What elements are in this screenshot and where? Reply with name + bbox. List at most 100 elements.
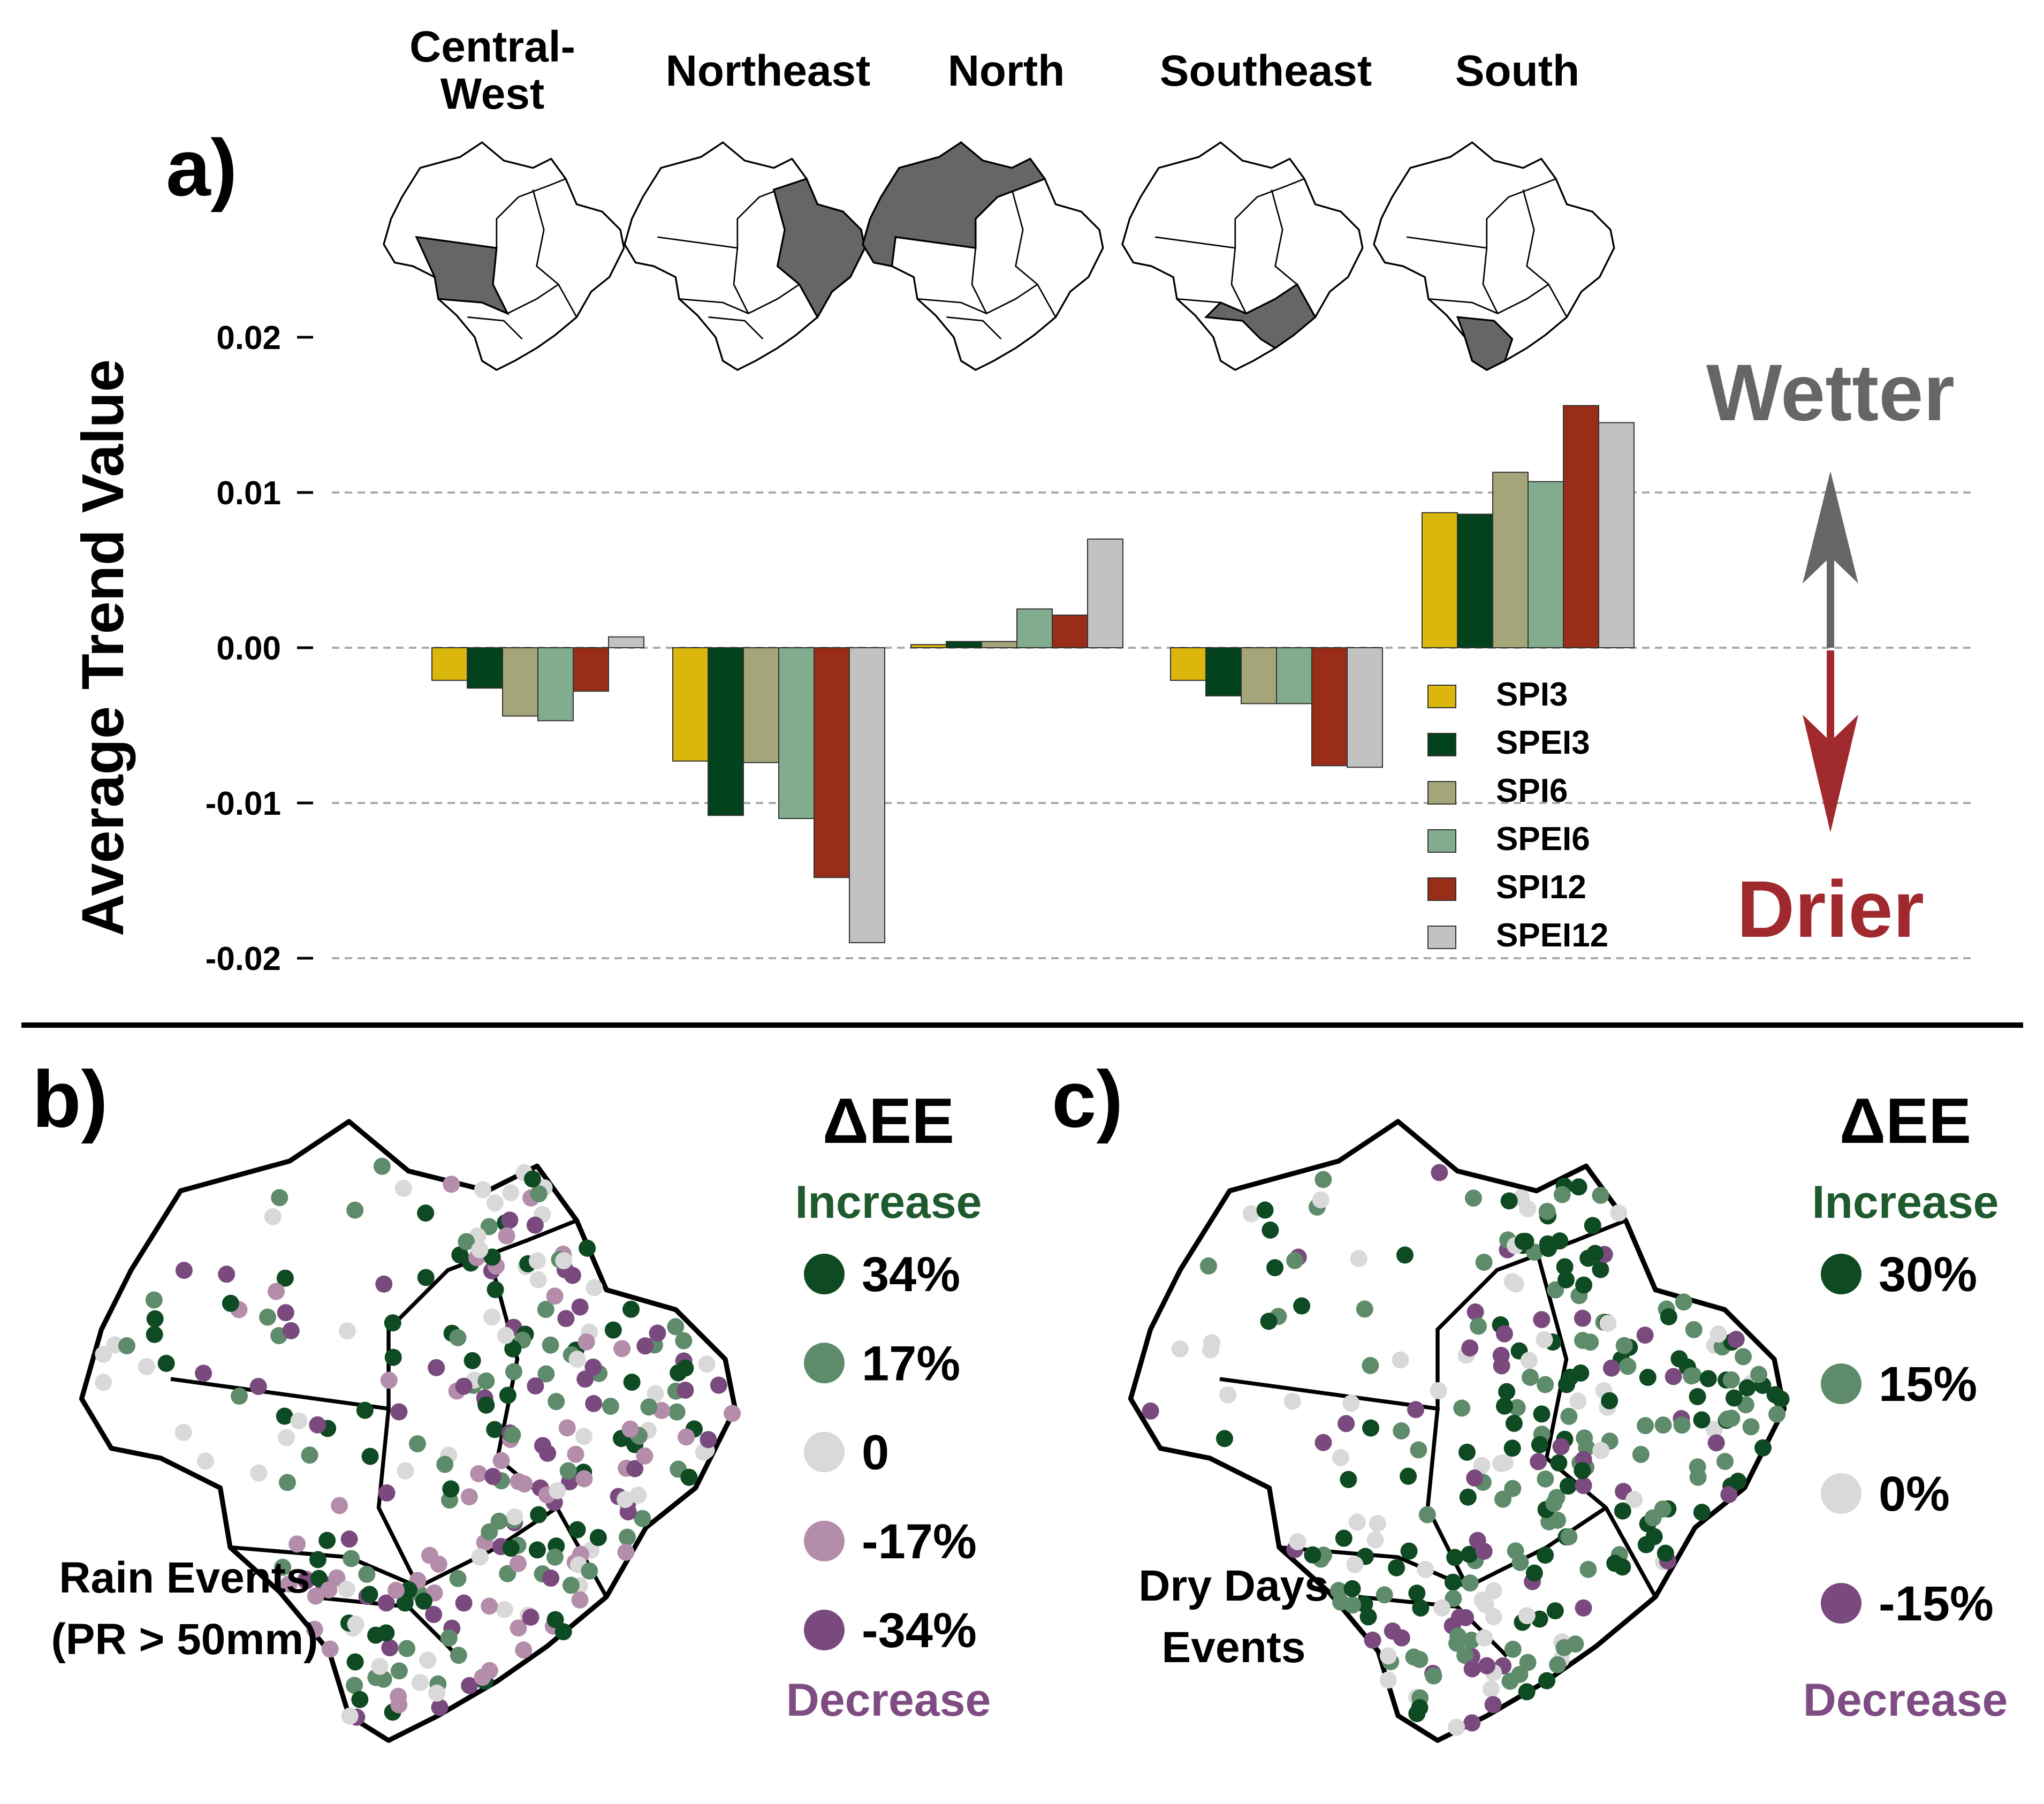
station-dot [501,1211,519,1229]
station-dot [1485,1608,1502,1626]
legend-decrease: Decrease [1803,1674,2008,1726]
station-dot [1256,1201,1274,1219]
station-dot [417,1269,435,1286]
station-dot [347,1616,364,1633]
station-dot [1520,1352,1538,1369]
station-dot [1369,1514,1386,1532]
station-dot [1293,1297,1311,1315]
station-dot [1335,1529,1352,1547]
station-dot [321,1640,339,1658]
station-dot [1766,1386,1784,1404]
station-dot [1538,1672,1556,1689]
station-dot [1458,1443,1476,1461]
station-dot [523,1170,541,1188]
station-dot [175,1262,193,1279]
station-dot [1445,1590,1462,1608]
y-axis: 0.02 0.01 0.00 -0.01 -0.02 [206,320,313,977]
station-dot [1500,1192,1518,1210]
station-dot [280,1575,298,1593]
panel-label-b: b) [32,1054,108,1144]
station-dot [1492,1347,1510,1365]
station-dot [1495,1325,1513,1343]
station-dot [640,1398,658,1416]
station-dot [504,1426,521,1444]
station-dot [530,1506,548,1523]
station-dot [463,1352,481,1369]
station-dot [559,1462,577,1480]
station-dot [1356,1300,1373,1318]
station-dot [510,1473,527,1490]
station-dot [575,1470,593,1488]
station-dot [331,1497,348,1514]
station-dot [1456,1647,1474,1664]
station-dot [1242,1205,1260,1223]
y-tick-label: 0.01 [216,475,281,512]
station-dot [340,1530,358,1548]
station-dot [490,1512,508,1530]
bar-spei3-south [1457,513,1493,648]
legend-dot [1821,1363,1861,1404]
station-dot [1537,1470,1554,1488]
station-dot [1559,1477,1577,1495]
station-dot [390,1403,408,1421]
station-dot [1683,1367,1700,1385]
station-dot [575,1428,593,1445]
station-dot [371,1657,389,1675]
station-dot [1614,1502,1631,1520]
station-dot [343,1550,360,1567]
station-dot [282,1322,300,1339]
station-dot [1536,1331,1553,1348]
station-dot [1639,1369,1657,1386]
station-dot [1342,1394,1360,1412]
station-dot [346,1653,364,1671]
station-dot [442,1480,460,1498]
station-dot [677,1359,694,1377]
station-dot [1553,1186,1571,1203]
region-title: West [440,70,544,118]
panel-label-a: a) [166,123,237,213]
legend-swatch-spi12 [1427,877,1456,901]
station-dot [301,1446,318,1464]
station-dot [515,1641,533,1659]
station-dot [562,1576,580,1594]
legend-value: 34% [862,1247,960,1302]
station-dot [346,1201,364,1219]
station-dot [1574,1309,1591,1327]
station-dot [431,1699,449,1716]
legend-dot [804,1520,845,1562]
direction-indicator: Wetter Drier [1706,347,1955,954]
station-dot [542,1570,560,1587]
station-dot [477,1372,495,1390]
station-dot [1492,1454,1509,1472]
station-dot [477,1396,495,1414]
station-dot [1461,1574,1479,1592]
station-dot [1575,1477,1592,1495]
station-dot [396,1594,414,1612]
station-dot [443,1176,460,1193]
station-dot [528,1252,546,1270]
station-dot [1346,1556,1364,1573]
station-dot [1461,1339,1479,1357]
station-dot [1689,1468,1707,1486]
station-dot [1379,1671,1397,1689]
station-dot [668,1403,686,1421]
station-dot [1463,1660,1481,1678]
station-dot [1444,1573,1462,1591]
station-dot [1533,1405,1551,1423]
station-dot [498,1227,515,1245]
station-dot [196,1452,214,1470]
station-dot [647,1385,664,1403]
station-dot [1574,1332,1592,1350]
station-dot [677,1381,694,1399]
station-dot [557,1310,575,1328]
region-titles: Central-West Northeast North Southeast South [409,22,1579,118]
station-dot [1262,1221,1279,1239]
station-dot [174,1423,192,1441]
station-dot [1540,1240,1557,1257]
station-dot [1547,1281,1564,1299]
legend-c: ΔEE Increase 30% 15% 0% -15% Decrease [1803,1085,2008,1726]
station-dot [146,1310,164,1328]
station-dot [1531,1436,1548,1453]
station-dot [1484,1696,1502,1714]
map-b-caption-line2: (PR > 50mm) [51,1615,318,1664]
